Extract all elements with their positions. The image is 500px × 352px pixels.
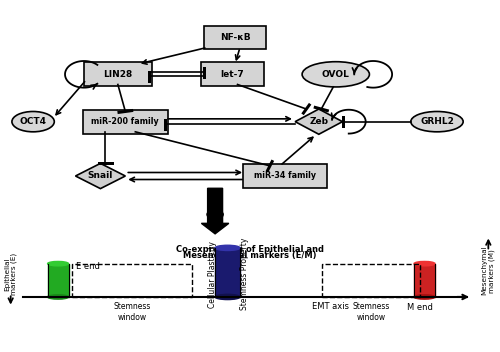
Text: Zeb: Zeb [310, 117, 328, 126]
Text: Stemness Property: Stemness Property [240, 238, 248, 310]
Ellipse shape [302, 62, 370, 87]
Text: OCT4: OCT4 [20, 117, 46, 126]
Polygon shape [295, 109, 343, 134]
Text: Cellular Plasticity: Cellular Plasticity [208, 241, 217, 308]
Text: Stemness
window: Stemness window [113, 302, 150, 322]
Text: let-7: let-7 [220, 70, 244, 79]
Ellipse shape [215, 294, 240, 300]
FancyBboxPatch shape [202, 62, 264, 86]
Bar [72, 264, 192, 297]
Bar [322, 264, 420, 297]
Bar [215, 248, 240, 297]
Text: Co-expression of Epithelial and: Co-expression of Epithelial and [176, 245, 324, 254]
Text: GRHL2: GRHL2 [420, 117, 454, 126]
FancyBboxPatch shape [83, 110, 168, 133]
Text: Mesenchymal
markers (M): Mesenchymal markers (M) [482, 246, 495, 295]
Text: miR-34 family: miR-34 family [254, 171, 316, 181]
Ellipse shape [414, 295, 435, 299]
Bar [414, 264, 435, 297]
FancyBboxPatch shape [84, 62, 152, 86]
Text: NF-κB: NF-κB [220, 33, 250, 42]
Ellipse shape [48, 295, 68, 299]
Text: LIN28: LIN28 [103, 70, 132, 79]
Ellipse shape [48, 262, 68, 266]
Text: Stemness
window: Stemness window [352, 302, 390, 322]
Bar [48, 264, 68, 297]
Text: OVOL: OVOL [322, 70, 349, 79]
Ellipse shape [411, 112, 463, 132]
Text: Snail: Snail [88, 171, 113, 181]
Text: Mesenchymal markers (E/M): Mesenchymal markers (E/M) [183, 251, 317, 260]
Ellipse shape [12, 112, 54, 132]
Text: miR-200 family: miR-200 family [92, 117, 159, 126]
FancyBboxPatch shape [242, 164, 328, 188]
FancyBboxPatch shape [204, 26, 266, 49]
FancyArrow shape [202, 188, 229, 234]
Text: M end: M end [406, 303, 432, 312]
Ellipse shape [414, 262, 435, 266]
Text: EMT axis: EMT axis [312, 302, 350, 311]
Ellipse shape [215, 245, 240, 251]
Text: E end: E end [76, 262, 100, 271]
Text: Epithelial
markers (E): Epithelial markers (E) [4, 253, 18, 295]
Polygon shape [76, 163, 126, 189]
